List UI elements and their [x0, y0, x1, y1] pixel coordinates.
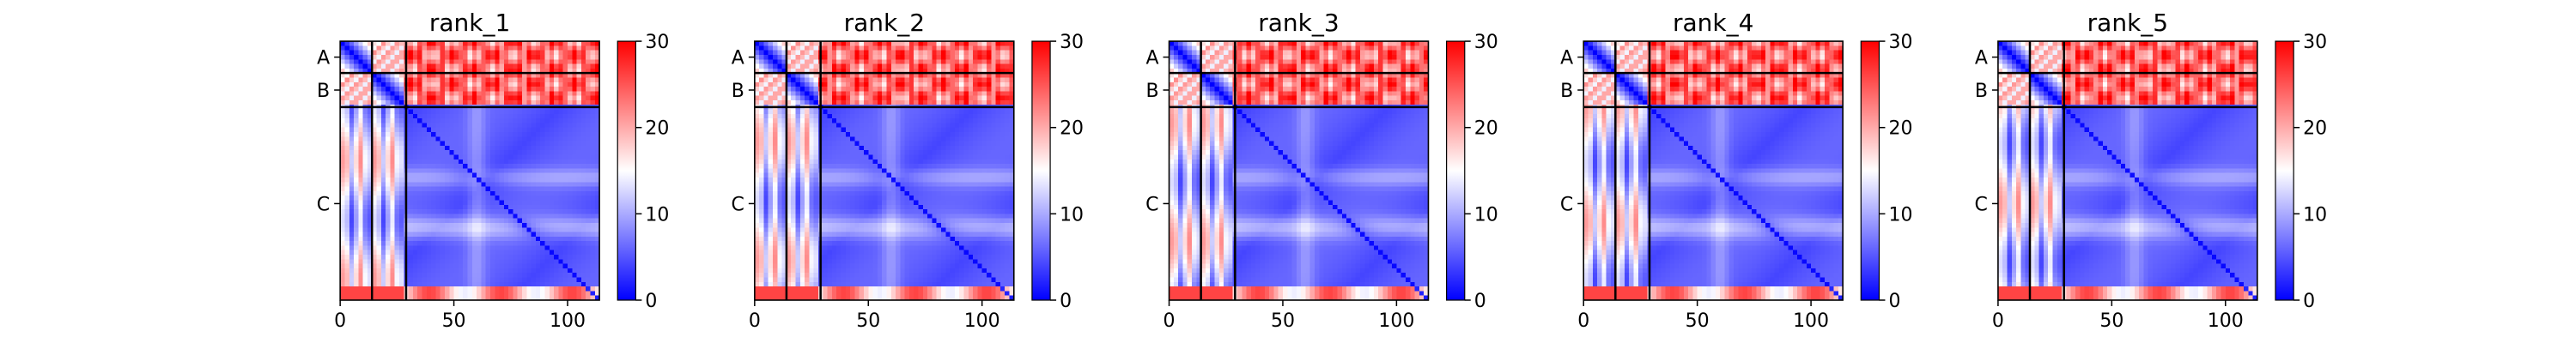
colorbar-tick-label: 30: [1888, 32, 1912, 53]
pae-heatmap: [754, 41, 1015, 301]
colorbar-tick-label: 10: [1474, 204, 1498, 226]
chain-label-C: C: [1975, 194, 1988, 215]
chain-label-A: A: [317, 48, 330, 69]
colorbar-tick-label: 30: [1060, 32, 1084, 53]
x-tick-label: 0: [1992, 310, 2004, 332]
chain-label-C: C: [731, 194, 744, 215]
colorbar-tick-label: 10: [2303, 204, 2327, 226]
x-tick-label: 0: [334, 310, 346, 332]
pae-heatmap: [1583, 41, 1844, 301]
colorbar-gradient: [617, 40, 636, 301]
colorbar-tick-label: 30: [645, 32, 669, 53]
heatmap-frame: [1583, 40, 1844, 301]
x-tick-label: 100: [1793, 310, 1829, 332]
panel-title: rank_4: [1673, 9, 1753, 37]
x-tick-label: 0: [749, 310, 761, 332]
chain-label-C: C: [1560, 194, 1573, 215]
colorbar-gradient: [1860, 40, 1880, 301]
colorbar-tick-label: 0: [645, 291, 657, 312]
chain-label-B: B: [732, 81, 744, 102]
heatmap-frame: [754, 40, 1015, 301]
panel-title: rank_3: [1258, 9, 1339, 37]
colorbar-tick-label: 20: [645, 118, 669, 140]
colorbar: 0 10 20 30: [1860, 32, 1912, 312]
colorbar: 0 10 20 30: [617, 32, 669, 312]
x-tick-label: 100: [2208, 310, 2244, 332]
heatmap-frame: [339, 40, 600, 301]
colorbar-tick-label: 0: [1474, 291, 1486, 312]
colorbar-tick-label: 0: [1888, 291, 1900, 312]
pae-panel-2: rank_2 AB C 0 50 100 0 10 20 30: [731, 9, 1084, 332]
panel-title: rank_1: [429, 9, 510, 37]
x-tick-label: 50: [1271, 310, 1295, 332]
pae-panel-3: rank_3 AB C 0 50 100 0 10 20 30: [1145, 9, 1498, 332]
colorbar-gradient: [1031, 40, 1051, 301]
colorbar-tick-label: 20: [1060, 118, 1084, 140]
chain-label-C: C: [1145, 194, 1158, 215]
colorbar-tick-label: 20: [1474, 118, 1498, 140]
colorbar-tick-label: 0: [2303, 291, 2315, 312]
pae-heatmap: [1997, 41, 2258, 301]
colorbar-tick-label: 10: [645, 204, 669, 226]
colorbar-gradient: [1446, 40, 1466, 301]
chain-label-A: A: [1145, 48, 1158, 69]
colorbar-tick-label: 30: [2303, 32, 2327, 53]
panel-title: rank_2: [844, 9, 925, 37]
chain-label-B: B: [1145, 81, 1158, 102]
x-tick-label: 100: [550, 310, 586, 332]
pae-panel-1: rank_1 AB C 0 50 100 0 10 20 30: [317, 9, 670, 332]
x-tick-label: 0: [1163, 310, 1176, 332]
chain-label-C: C: [317, 194, 330, 215]
x-tick-label: 0: [1577, 310, 1589, 332]
heatmap-frame: [1168, 40, 1430, 301]
chain-label-B: B: [317, 81, 330, 102]
panel-title: rank_5: [2087, 9, 2168, 37]
colorbar-tick-label: 20: [2303, 118, 2327, 140]
chain-label-A: A: [732, 48, 744, 69]
pae-panel-5: rank_5 AB C 0 50 100 0 10 20 30: [1975, 9, 2328, 332]
colorbar: 0 10 20 30: [1446, 32, 1498, 312]
chain-label-B: B: [1975, 81, 1988, 102]
colorbar: 0 10 20 30: [1031, 32, 1084, 312]
colorbar-tick-label: 10: [1060, 204, 1084, 226]
pae-heatmap: [340, 41, 600, 301]
colorbar: 0 10 20 30: [2275, 32, 2327, 312]
x-tick-label: 100: [964, 310, 1000, 332]
pae-panel-4: rank_4 AB C 0 50 100 0 10 20 30: [1560, 9, 1913, 332]
pae-heatmap: [1169, 41, 1429, 301]
x-tick-label: 50: [856, 310, 880, 332]
colorbar-tick-label: 30: [1474, 32, 1498, 53]
x-tick-label: 50: [2099, 310, 2123, 332]
colorbar-tick-label: 20: [1888, 118, 1912, 140]
x-tick-label: 50: [1686, 310, 1710, 332]
colorbar-gradient: [2275, 40, 2294, 301]
heatmap-frame: [1997, 40, 2258, 301]
chain-label-A: A: [1560, 48, 1573, 69]
chain-label-A: A: [1975, 48, 1988, 69]
x-tick-label: 50: [442, 310, 466, 332]
chain-label-B: B: [1560, 81, 1573, 102]
colorbar-tick-label: 0: [1060, 291, 1072, 312]
x-tick-label: 100: [1378, 310, 1414, 332]
colorbar-tick-label: 10: [1888, 204, 1912, 226]
